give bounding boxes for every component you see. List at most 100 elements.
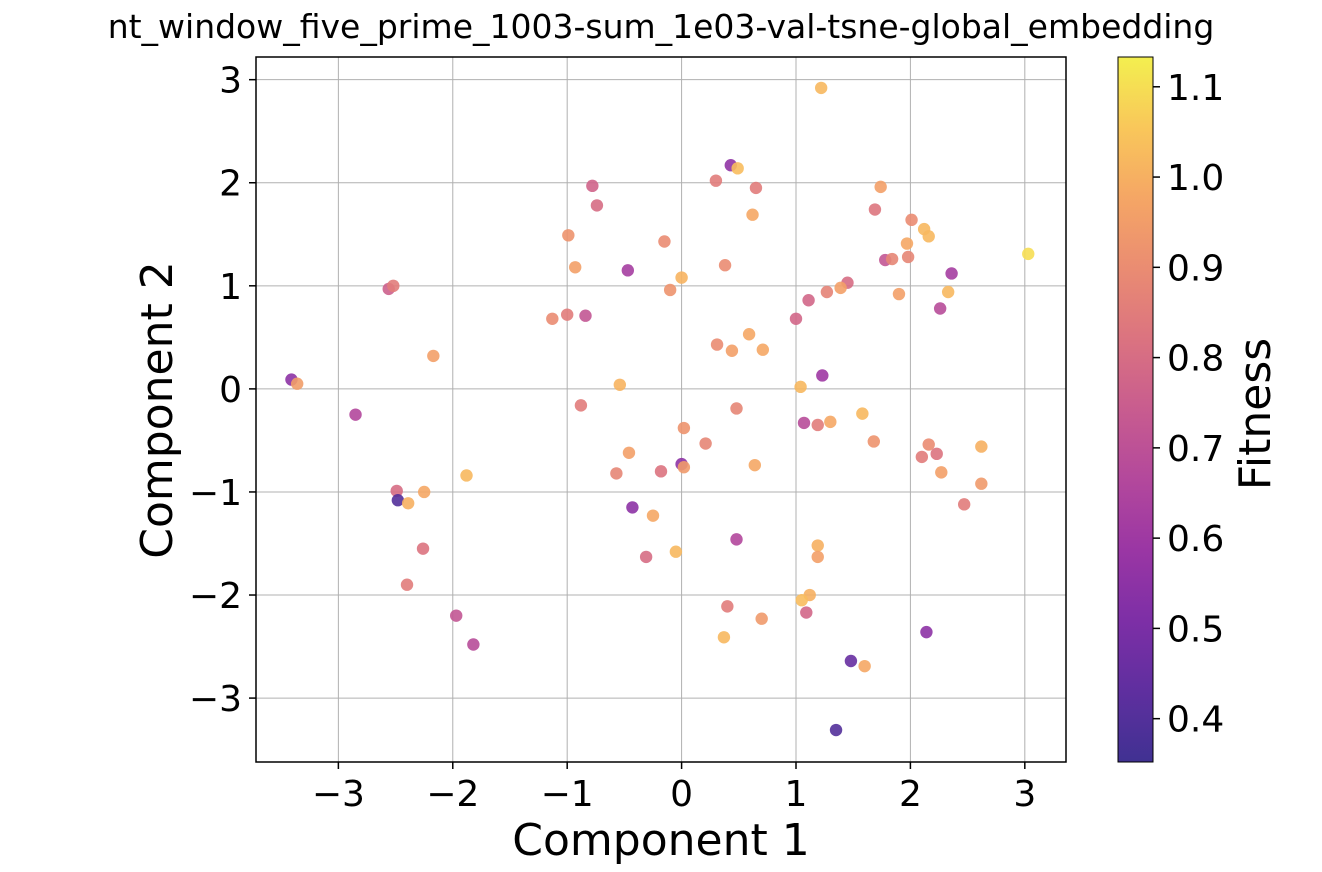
scatter-point (290, 377, 304, 390)
colorbar-tick-label: 0.5 (1167, 609, 1224, 650)
scatter-point (574, 399, 588, 412)
scatter-point (669, 545, 683, 558)
scatter-point (746, 208, 759, 221)
scatter-point (387, 279, 400, 293)
scatter-point (658, 235, 671, 248)
y-tick-label: −1 (189, 473, 242, 514)
scatter-point (663, 283, 677, 297)
scatter-point (590, 199, 604, 212)
scatter-point (824, 415, 837, 429)
scatter-point (885, 252, 899, 266)
scatter-point (654, 465, 668, 478)
scatter-point (756, 343, 770, 356)
scatter-point (675, 271, 688, 284)
scatter-point (709, 174, 723, 187)
scatter-point (699, 437, 712, 450)
scatter-point (789, 312, 803, 325)
scatter-point (613, 378, 627, 391)
colorbar-gradient (1117, 56, 1154, 763)
scatter-point (460, 469, 473, 482)
scatter-point (1022, 247, 1035, 261)
x-tick-label: 1 (785, 774, 808, 815)
scatter-point (941, 285, 955, 299)
scatter-point (922, 230, 935, 243)
scatter-point (957, 498, 971, 511)
scatter-point (905, 213, 918, 227)
scatter-point (915, 450, 929, 464)
x-tick-label: −2 (426, 774, 479, 815)
scatter-point (748, 458, 762, 472)
x-axis-label: Component 1 (512, 815, 809, 866)
x-axis-ticks: −3 −2 −1 0 1 2 3 (312, 762, 1036, 815)
scatter-point (450, 609, 463, 622)
scatter-point (811, 418, 824, 432)
scatter-point (560, 308, 574, 321)
scatter-point (892, 287, 906, 301)
y-tick-label: −2 (189, 576, 242, 617)
x-tick-label: 3 (1013, 774, 1036, 815)
scatter-point (730, 402, 743, 415)
scatter-point (749, 181, 763, 195)
scatter-point (867, 435, 880, 448)
y-axis-ticks: −3 −2 −1 0 1 2 3 (189, 61, 256, 720)
scatter-point (626, 501, 639, 514)
scatter-point (568, 261, 582, 274)
scatter-point (349, 408, 362, 421)
scatter-point (794, 380, 807, 394)
scatter-point (546, 312, 559, 325)
chart-title: nt_window_five_prime_1003-sum_1e03-val-t… (108, 7, 1215, 46)
colorbar-tick-label: 0.9 (1167, 248, 1224, 289)
colorbar-tick-label: 0.4 (1167, 700, 1224, 741)
colorbar-tick-label: 1.0 (1167, 158, 1224, 199)
y-axis-label: Component 2 (132, 261, 183, 558)
scatter-point (677, 461, 691, 474)
scatter-point (677, 421, 691, 435)
scatter-point (725, 344, 739, 357)
grid-lines (256, 57, 1066, 762)
scatter-point (811, 550, 824, 564)
scatter-point (730, 533, 743, 546)
y-tick-label: 2 (219, 164, 242, 205)
scatter-point (856, 407, 869, 420)
y-tick-label: −3 (189, 679, 242, 720)
scatter-point (820, 285, 834, 299)
colorbar: 0.4 0.5 0.6 0.7 0.8 0.9 1.0 1.1 Fitness (1117, 56, 1281, 763)
scatter-point (755, 612, 768, 625)
x-tick-label: 0 (670, 774, 693, 815)
scatter-point (811, 539, 824, 552)
scatter-point (800, 606, 813, 619)
scatter-point (562, 229, 575, 242)
scatter-point (742, 328, 756, 341)
scatter-point (717, 631, 731, 644)
colorbar-tick-label: 0.8 (1167, 339, 1224, 380)
scatter-point (975, 440, 988, 453)
scatter-point (610, 467, 623, 480)
scatter-point (710, 338, 724, 351)
scatter-point (718, 259, 732, 272)
scatter-point (400, 578, 414, 591)
x-tick-label: −1 (541, 774, 594, 815)
scatter-point (646, 509, 660, 522)
scatter-point (621, 264, 635, 277)
y-tick-label: 1 (219, 267, 242, 308)
x-tick-label: −3 (312, 774, 365, 815)
scatter-point (844, 654, 858, 668)
scatter-point (731, 162, 744, 175)
scatter-point (920, 625, 933, 639)
scatter-point (900, 237, 914, 250)
scatter-point (427, 349, 440, 363)
y-tick-label: 3 (219, 61, 242, 102)
scatter-point (622, 446, 636, 459)
scatter-point (834, 281, 847, 295)
scatter-point (416, 542, 430, 555)
scatter-point (922, 438, 935, 451)
scatter-point (417, 485, 431, 499)
scatter-point (802, 294, 815, 307)
scatter-point (868, 203, 882, 216)
plot-area (255, 56, 1067, 763)
scatter-point (814, 81, 828, 95)
scatter-point (639, 550, 653, 564)
scatter-point (797, 416, 811, 430)
scatter-point (935, 466, 948, 479)
